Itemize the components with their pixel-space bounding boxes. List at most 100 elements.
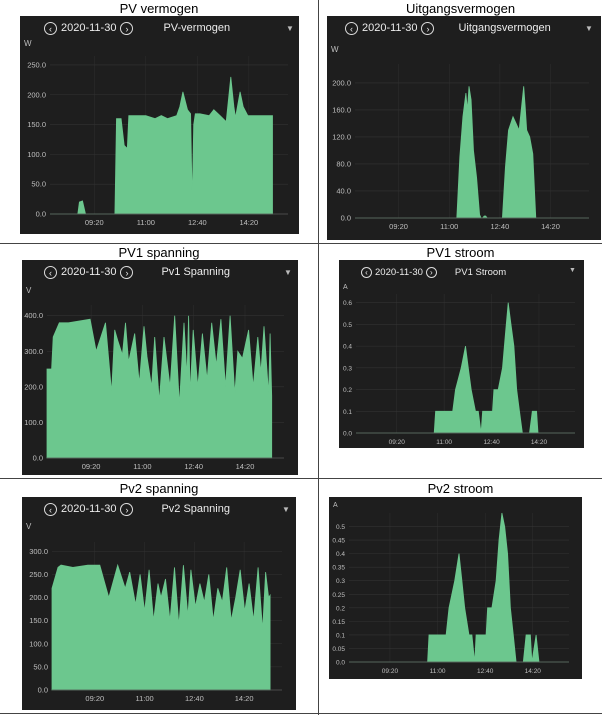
- chevron-right-icon[interactable]: ›: [421, 21, 435, 35]
- chevron-right-icon[interactable]: ›: [120, 502, 134, 516]
- y-tick-label: 0.0: [341, 214, 351, 223]
- chart-panel-pv2-spanning: ‹ 2020-11-30 › Pv2 Spanning ▼ 0.0 50.0 100…: [22, 497, 296, 710]
- x-tick-label: 09:20: [85, 694, 104, 703]
- chart-panel-pv-vermogen: ‹ 2020-11-30 › PV-vermogen ▼ 0.0 50.0 100.…: [20, 16, 299, 234]
- x-tick-label: 09:20: [82, 462, 101, 471]
- y-tick-label: 100.0: [24, 418, 43, 427]
- y-tick-label: 200.0: [29, 593, 48, 602]
- y-tick-label: 0.0: [36, 210, 46, 219]
- date-label[interactable]: 2020-11-30: [362, 22, 418, 34]
- x-tick-label: 12:40: [188, 218, 207, 227]
- y-tick-label: 300.0: [29, 547, 48, 556]
- chevron-left-icon[interactable]: ‹: [44, 265, 57, 279]
- cell-title-pv-vermogen: PV vermogen: [119, 1, 199, 16]
- y-tick-label: 0.1: [343, 409, 352, 416]
- dropdown-caret-icon[interactable]: ▼: [585, 24, 593, 33]
- table-divider-row1: [0, 243, 602, 244]
- x-tick-label: 11:00: [137, 218, 155, 227]
- chevron-right-icon[interactable]: ›: [425, 266, 437, 278]
- x-tick-label: 09:20: [85, 218, 104, 227]
- cell-title-uitgangsvermogen: Uitgangsvermogen: [405, 1, 516, 16]
- chart-header: ‹ 2020-11-30 › Pv2 Spanning: [44, 497, 230, 521]
- dropdown-caret-icon[interactable]: ▼: [569, 267, 576, 274]
- cell-title-pv2-spanning: Pv2 spanning: [119, 481, 199, 496]
- chevron-right-icon[interactable]: ›: [120, 21, 134, 35]
- y-tick-label: 0.0: [33, 454, 43, 463]
- y-tick-label: 400.0: [24, 311, 43, 320]
- chevron-left-icon[interactable]: ‹: [44, 21, 57, 35]
- x-tick-label: 12:40: [477, 668, 494, 675]
- y-axis-unit-label: A: [333, 502, 338, 509]
- date-label[interactable]: 2020-11-30: [61, 22, 117, 34]
- dropdown-caret-icon[interactable]: ▼: [282, 505, 290, 514]
- date-label[interactable]: 2020-11-30: [61, 503, 117, 515]
- x-tick-label: 14:20: [531, 439, 548, 446]
- date-label[interactable]: 2020-11-30: [61, 266, 117, 278]
- dropdown-caret-icon[interactable]: ▼: [284, 268, 292, 277]
- y-tick-label: 0.15: [332, 619, 345, 626]
- y-tick-label: 0.25: [332, 592, 345, 599]
- chart-header: ‹ 2020-11-30 › PV1 Stroom: [361, 260, 506, 284]
- y-tick-label: 250.0: [27, 60, 46, 69]
- chart-selector-label[interactable]: PV-vermogen: [163, 22, 231, 34]
- chart-selector-label[interactable]: Pv2 Spanning: [161, 503, 230, 515]
- x-tick-label: 11:00: [436, 439, 452, 446]
- chart-header: ‹ 2020-11-30 › Uitgangsvermogen: [345, 16, 551, 40]
- y-tick-label: 0.3: [343, 365, 352, 372]
- area-chart: 0.0 100.0 200.0 300.0 400.0 09:20 11:00 12:40 14…: [24, 286, 284, 471]
- y-tick-label: 200.0: [24, 382, 43, 391]
- chart-panel-pv1-stroom: ‹ 2020-11-30 › PV1 Stroom ▼ 0.0 0.1 0.2 0.3…: [339, 260, 584, 448]
- area-chart: 0.0 50.0 100.0 150.0 200.0 250.0 09:20 11:00 12:…: [24, 39, 288, 227]
- x-tick-label: 11:00: [430, 668, 446, 675]
- cell-title-pv2-stroom: Pv2 stroom: [427, 481, 494, 496]
- y-tick-label: 0.5: [343, 322, 352, 329]
- chart-panel-pv1-spanning: ‹ 2020-11-30 › Pv1 Spanning ▼ 0.0 100.0 20…: [22, 260, 298, 475]
- y-axis-unit-label: V: [26, 522, 32, 531]
- x-tick-label: 12:40: [483, 439, 500, 446]
- area-chart: 0.0 50.0 100.0 150.0 200.0 250.0 300.0 09:20 11:…: [26, 522, 282, 703]
- x-tick-label: 14:20: [235, 694, 254, 703]
- x-tick-label: 11:00: [133, 462, 151, 471]
- date-label[interactable]: 2020-11-30: [375, 266, 423, 278]
- table-divider-bottom: [0, 713, 602, 714]
- chevron-left-icon[interactable]: ‹: [345, 21, 358, 35]
- chart-panel-uitgangsvermogen: ‹ 2020-11-30 › Uitgangsvermogen ▼ 0.0 40.…: [327, 16, 601, 240]
- chart-selector-label[interactable]: Uitgangsvermogen: [458, 22, 551, 34]
- chevron-left-icon[interactable]: ‹: [361, 266, 372, 278]
- y-tick-label: 0.3: [336, 578, 345, 585]
- y-tick-label: 150.0: [27, 120, 46, 129]
- y-axis-unit-label: A: [343, 284, 348, 291]
- y-tick-label: 0.1: [336, 632, 345, 639]
- table-divider-row2: [0, 478, 602, 479]
- x-tick-label: 11:00: [440, 222, 458, 231]
- chart-header: ‹ 2020-11-30 › Pv1 Spanning: [44, 260, 230, 284]
- cell-title-pv1-spanning: PV1 spanning: [118, 245, 200, 260]
- y-tick-label: 300.0: [24, 347, 43, 356]
- x-tick-label: 14:20: [525, 668, 542, 675]
- x-tick-label: 09:20: [382, 668, 399, 675]
- chevron-right-icon[interactable]: ›: [120, 265, 134, 279]
- x-tick-label: 09:20: [389, 222, 408, 231]
- x-tick-label: 14:20: [239, 218, 258, 227]
- y-tick-label: 250.0: [29, 570, 48, 579]
- y-tick-label: 40.0: [336, 186, 351, 195]
- y-tick-label: 0.4: [336, 551, 345, 558]
- x-tick-label: 12:40: [184, 462, 203, 471]
- chevron-left-icon[interactable]: ‹: [44, 502, 57, 516]
- x-tick-label: 12:40: [490, 222, 509, 231]
- chart-selector-label[interactable]: Pv1 Spanning: [161, 266, 230, 278]
- y-tick-label: 80.0: [336, 159, 351, 168]
- y-tick-label: 0.5: [336, 524, 345, 531]
- y-tick-label: 0.45: [332, 538, 345, 545]
- area-series: [50, 76, 273, 215]
- chart-selector-label[interactable]: PV1 Stroom: [454, 266, 507, 278]
- y-tick-label: 0.0: [38, 686, 48, 695]
- area-series: [51, 563, 271, 691]
- x-tick-label: 09:20: [389, 439, 406, 446]
- y-tick-label: 0.2: [343, 387, 352, 394]
- y-axis-unit-label: W: [331, 45, 339, 54]
- dropdown-caret-icon[interactable]: ▼: [286, 24, 294, 33]
- y-tick-label: 50.0: [31, 180, 46, 189]
- area-chart: 0.0 0.05 0.1 0.15 0.2 0.25 0.3 0.35 0.4 0.45 0.5 09…: [332, 502, 569, 675]
- y-tick-label: 50.0: [33, 662, 48, 671]
